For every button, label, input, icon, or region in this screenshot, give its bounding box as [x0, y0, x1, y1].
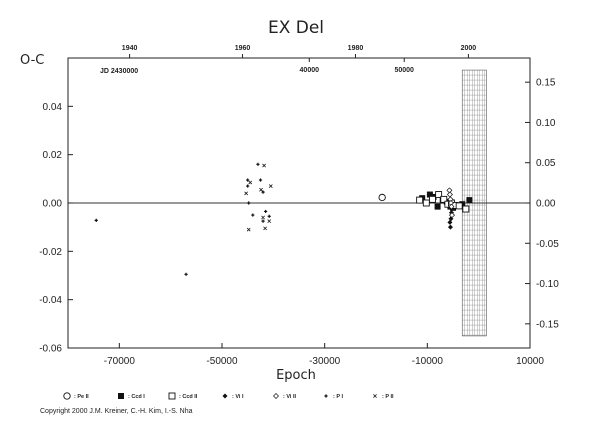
- right-tick-label: -0.05: [536, 239, 559, 250]
- data-point: [94, 218, 98, 222]
- year-tick-label: 1940: [122, 45, 138, 52]
- copyright-text: Copyright 2000 J.M. Kreiner, C.-H. Kim, …: [40, 408, 193, 415]
- y-tick-label: -0.06: [39, 344, 62, 355]
- legend: : Pe II : Ccd I : Ccd II : Vi I : Vi II : P I…: [63, 392, 394, 400]
- data-point: [440, 195, 448, 203]
- data-point: [434, 203, 441, 210]
- data-point: [267, 214, 271, 218]
- data-point: [268, 184, 273, 188]
- data-point: [262, 163, 266, 168]
- legend-marker: [118, 393, 124, 399]
- year-tick-label: 2000: [461, 45, 477, 52]
- data-points: [94, 162, 473, 276]
- data-point: [247, 201, 251, 205]
- right-tick-label: 0.00: [536, 199, 556, 210]
- legend-label: : Ccd II: [179, 394, 198, 400]
- data-point: [435, 191, 443, 198]
- x-tick-label: -10000: [412, 356, 444, 367]
- legend-label: : P I: [333, 394, 343, 400]
- y-tick-label: 0.00: [43, 199, 63, 210]
- legend-label: : Vi II: [283, 394, 297, 400]
- data-point: [251, 213, 255, 217]
- legend-marker: [168, 392, 176, 400]
- jd-label: JD 2430000: [100, 68, 138, 75]
- legend-marker: [273, 393, 279, 399]
- year-tick-label: 1980: [348, 45, 364, 52]
- x-tick-label: -30000: [309, 356, 341, 367]
- y-tick-label: 0.02: [43, 150, 63, 161]
- data-point: [261, 190, 265, 194]
- data-point: [429, 195, 436, 203]
- year-tick-label: 1960: [235, 45, 251, 52]
- data-point: [426, 191, 433, 198]
- x-axis-label: Epoch: [276, 368, 316, 383]
- data-point: [416, 196, 424, 204]
- data-point: [264, 209, 268, 214]
- legend-marker: [373, 394, 377, 398]
- data-point: [259, 187, 263, 192]
- legend-label: : P II: [382, 394, 394, 400]
- data-point: [466, 197, 473, 204]
- jd-tick-label: 50000: [394, 67, 414, 74]
- y-tick-label: 0.04: [43, 102, 63, 113]
- data-point: [246, 227, 251, 232]
- data-point: [248, 180, 253, 185]
- chart-title: EX Del: [268, 18, 324, 38]
- legend-marker: [222, 393, 228, 399]
- data-point: [244, 191, 249, 196]
- data-point: [246, 178, 250, 182]
- jd-tick-label: 40000: [300, 67, 320, 74]
- right-tick-label: 0.10: [536, 118, 556, 129]
- right-tick-label: -0.10: [536, 279, 559, 290]
- data-point: [462, 205, 470, 213]
- data-point: [261, 215, 265, 220]
- data-point: [422, 199, 430, 207]
- axes: -70000 -50000 -30000 -10000 10000 -0.06 -0.04 -…: [39, 45, 559, 367]
- right-tick-label: 0.05: [536, 158, 556, 169]
- data-point: [448, 203, 455, 210]
- data-point: [246, 184, 250, 188]
- x-tick-label: 10000: [516, 356, 544, 367]
- data-point: [263, 226, 268, 231]
- data-point: [455, 202, 463, 210]
- x-tick-label: -50000: [206, 356, 238, 367]
- right-tick-label: -0.15: [536, 319, 559, 330]
- y-axis-label: O-C: [20, 53, 44, 68]
- legend-label: : Vi I: [232, 394, 244, 400]
- data-point: [448, 212, 455, 219]
- y-tick-label: -0.04: [39, 295, 62, 306]
- legend-marker: [324, 394, 328, 398]
- data-point: [258, 178, 263, 182]
- data-point: [447, 224, 453, 230]
- x-tick-label: -70000: [104, 356, 136, 367]
- data-point: [447, 219, 453, 225]
- data-point: [261, 219, 265, 223]
- data-point: [256, 162, 260, 166]
- legend-label: : Pe II: [74, 394, 89, 400]
- y-tick-label: -0.02: [39, 247, 62, 258]
- legend-label: : Ccd I: [128, 394, 145, 400]
- data-point: [378, 193, 386, 202]
- right-tick-label: 0.15: [536, 78, 556, 89]
- data-point: [184, 272, 188, 276]
- data-point: [267, 219, 272, 224]
- legend-marker: [63, 392, 71, 400]
